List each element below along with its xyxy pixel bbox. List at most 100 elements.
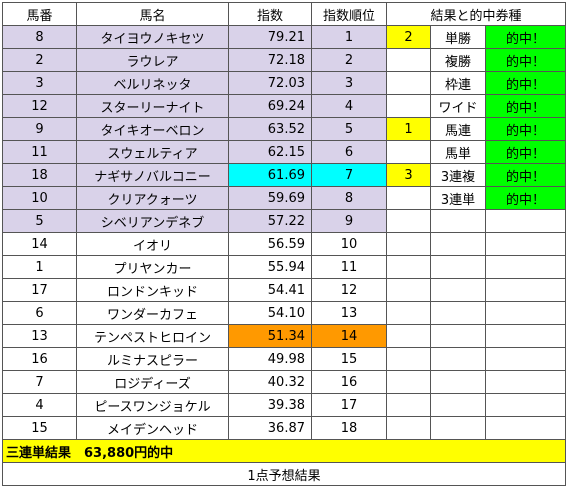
index-value: 54.41 [228, 278, 312, 302]
finish-position [386, 232, 431, 256]
horse-name: ピースワンジョケル [76, 393, 229, 417]
bet-type [430, 324, 486, 348]
horse-number: 9 [2, 117, 77, 141]
finish-position [386, 186, 431, 210]
header-number: 馬番 [2, 2, 77, 26]
finish-position [386, 370, 431, 394]
finish-position [386, 94, 431, 118]
table-row: 1 プリヤンカー 55.94 11 [2, 255, 566, 279]
header-result-bets: 結果と的中券種 [386, 2, 566, 26]
bet-type [430, 393, 486, 417]
bet-type [430, 301, 486, 325]
horse-number: 1 [2, 255, 77, 279]
index-value: 72.18 [228, 48, 312, 72]
table-row: 7 ロジディーズ 40.32 16 [2, 370, 566, 394]
hit-status [485, 393, 566, 417]
horse-name: ナギサノバルコニー [76, 163, 229, 187]
horse-number: 14 [2, 232, 77, 256]
index-value: 72.03 [228, 71, 312, 95]
horse-name: テンペストヒロイン [76, 324, 229, 348]
finish-position [386, 347, 431, 371]
hit-status: 的中！ [485, 94, 566, 118]
horse-name: スターリーナイト [76, 94, 229, 118]
index-value: 79.21 [228, 25, 312, 49]
finish-position: 2 [386, 25, 431, 49]
hit-status: 的中！ [485, 140, 566, 164]
index-rank: 6 [311, 140, 387, 164]
bet-type [430, 232, 486, 256]
finish-position [386, 71, 431, 95]
index-rank: 18 [311, 416, 387, 440]
horse-number: 13 [2, 324, 77, 348]
table-row: 18 ナギサノバルコニー 61.69 7 3 3連複 的中！ [2, 163, 566, 187]
bet-type: 馬連 [430, 117, 486, 141]
horse-number: 3 [2, 71, 77, 95]
index-rank: 2 [311, 48, 387, 72]
hit-status [485, 232, 566, 256]
horse-number: 8 [2, 25, 77, 49]
bet-type [430, 370, 486, 394]
index-rank: 8 [311, 186, 387, 210]
table-row: 2 ラウレア 72.18 2 複勝 的中！ [2, 48, 566, 72]
index-rank: 13 [311, 301, 387, 325]
summary-row: 三連単結果 63,880円的中 [2, 439, 566, 463]
index-value: 55.94 [228, 255, 312, 279]
table-row: 5 シベリアンデネブ 57.22 9 [2, 209, 566, 233]
hit-status [485, 301, 566, 325]
index-value: 51.34 [228, 324, 312, 348]
bet-type: 複勝 [430, 48, 486, 72]
horse-name: タイキオーベロン [76, 117, 229, 141]
bet-type [430, 209, 486, 233]
horse-name: ラウレア [76, 48, 229, 72]
hit-status: 的中！ [485, 117, 566, 141]
table-row: 6 ワンダーカフェ 54.10 13 [2, 301, 566, 325]
horse-name: メイデンヘッド [76, 416, 229, 440]
index-rank: 7 [311, 163, 387, 187]
index-value: 36.87 [228, 416, 312, 440]
finish-position: 3 [386, 163, 431, 187]
bet-type [430, 416, 486, 440]
bet-type: ワイド [430, 94, 486, 118]
bet-type: 枠連 [430, 71, 486, 95]
hit-status: 的中！ [485, 186, 566, 210]
finish-position [386, 209, 431, 233]
horse-number: 17 [2, 278, 77, 302]
hit-status: 的中！ [485, 71, 566, 95]
index-rank: 15 [311, 347, 387, 371]
bet-type [430, 278, 486, 302]
index-value: 40.32 [228, 370, 312, 394]
hit-status: 的中！ [485, 48, 566, 72]
horse-name: ワンダーカフェ [76, 301, 229, 325]
table-row: 13 テンペストヒロイン 51.34 14 [2, 324, 566, 348]
index-value: 69.24 [228, 94, 312, 118]
hit-status [485, 416, 566, 440]
hit-status [485, 209, 566, 233]
bet-type [430, 255, 486, 279]
index-rank: 17 [311, 393, 387, 417]
hit-status: 的中！ [485, 25, 566, 49]
index-value: 62.15 [228, 140, 312, 164]
finish-position [386, 278, 431, 302]
finish-position: 1 [386, 117, 431, 141]
horse-name: タイヨウノキセツ [76, 25, 229, 49]
index-value: 39.38 [228, 393, 312, 417]
finish-position [386, 324, 431, 348]
hit-status [485, 255, 566, 279]
index-rank: 4 [311, 94, 387, 118]
horse-name: ロジディーズ [76, 370, 229, 394]
index-value: 49.98 [228, 347, 312, 371]
horse-number: 16 [2, 347, 77, 371]
index-rank: 9 [311, 209, 387, 233]
horse-name: イオリ [76, 232, 229, 256]
horse-number: 12 [2, 94, 77, 118]
table-row: 4 ピースワンジョケル 39.38 17 [2, 393, 566, 417]
horse-number: 4 [2, 393, 77, 417]
horse-name: スウェルティア [76, 140, 229, 164]
table-row: 14 イオリ 56.59 10 [2, 232, 566, 256]
horse-number: 11 [2, 140, 77, 164]
header-horse-name: 馬名 [76, 2, 229, 26]
index-rank: 12 [311, 278, 387, 302]
index-rank: 16 [311, 370, 387, 394]
header-index: 指数 [228, 2, 312, 26]
